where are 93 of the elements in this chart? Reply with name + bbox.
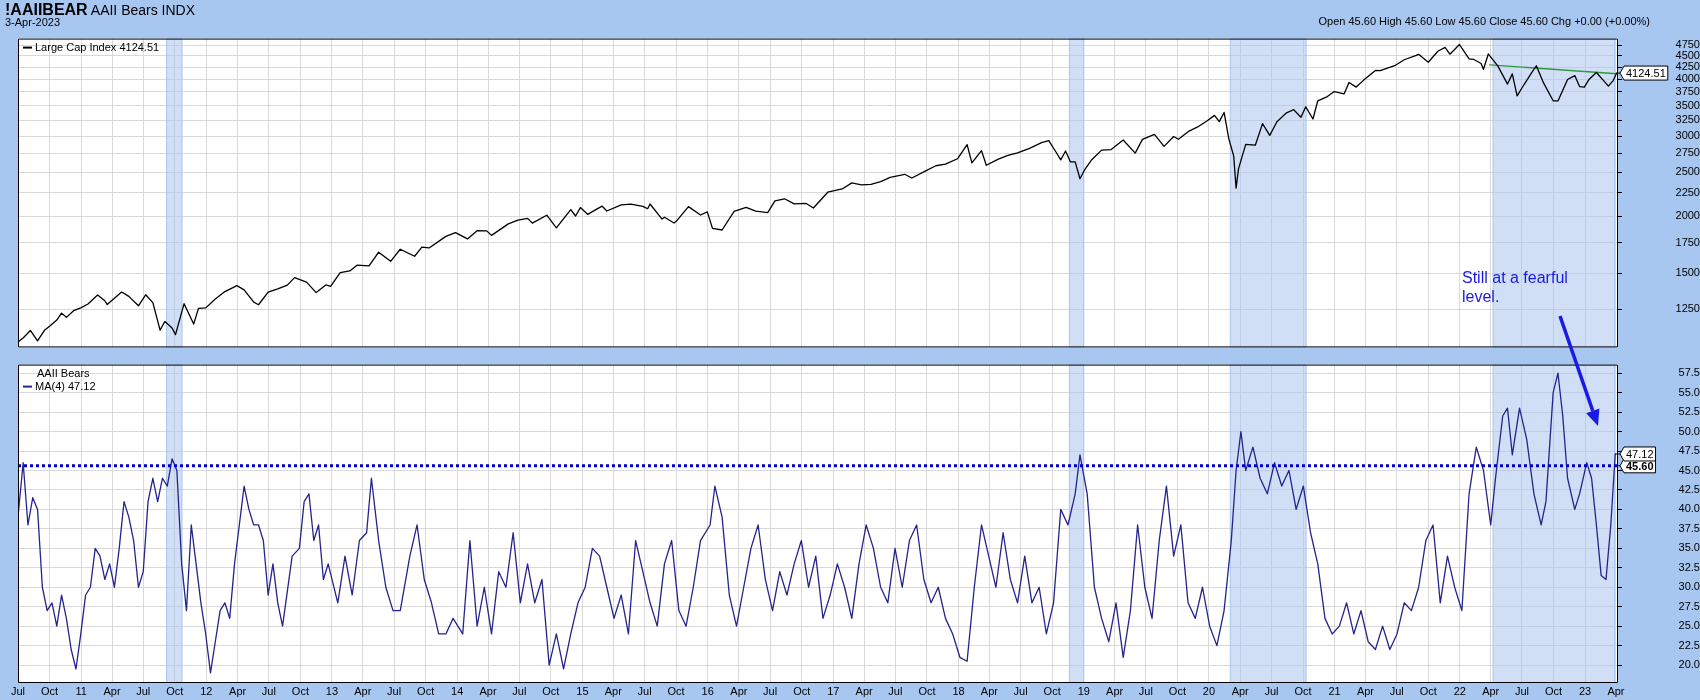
y-tick-label: 4750 xyxy=(1675,38,1700,51)
x-tick-label: Jul xyxy=(512,684,527,697)
x-tick-label: Apr xyxy=(479,684,497,697)
chart-title: !AAIIBEAR AAII Bears INDX xyxy=(5,1,196,18)
chart-subtitle: 3-Apr-2023 xyxy=(5,16,61,28)
annotation: Still at a fearful level. xyxy=(1462,268,1569,306)
x-tick-label: 17 xyxy=(827,684,840,697)
legend-title: AAII Bears xyxy=(37,366,91,379)
x-tick-label: 21 xyxy=(1328,684,1341,697)
x-tick-label: Oct xyxy=(291,684,309,697)
x-tick-label: Apr xyxy=(103,684,121,697)
x-tick-label: Jul xyxy=(763,684,778,697)
text: Open 45.60 High 45.60 Low 45.60 Close 45.60 Chg +0.00 (+0.00%) xyxy=(1318,15,1650,27)
x-tick-label: Jul xyxy=(1389,684,1404,697)
ref-line-label: 45.60 xyxy=(1626,459,1654,472)
x-tick-label: Oct xyxy=(417,684,435,697)
y-tick-label: 3500 xyxy=(1675,98,1700,111)
x-tick-label: Oct xyxy=(1043,684,1061,697)
annotation: 4124.51 xyxy=(1626,67,1666,80)
annotation: 47.12 xyxy=(1626,448,1654,460)
x-tick-label: Oct xyxy=(1168,684,1186,697)
x-tick-label: 14 xyxy=(451,684,464,697)
x-tick-label: 22 xyxy=(1453,684,1466,697)
x-tick-label: Apr xyxy=(1231,684,1250,697)
x-tick-label: Apr xyxy=(980,684,999,697)
y-tick-label: 52.5 xyxy=(1678,405,1700,418)
x-tick-label: 20 xyxy=(1202,684,1216,697)
y-tick-label: 3750 xyxy=(1675,84,1700,97)
y-tick-label: 32.5 xyxy=(1678,560,1700,573)
x-tick-label: Jul xyxy=(1138,684,1153,697)
x-tick-label: Oct xyxy=(1294,684,1312,697)
y-tick-label: 22.5 xyxy=(1678,638,1700,651)
x-tick-label: Oct xyxy=(41,684,59,697)
x-tick-label: 19 xyxy=(1077,684,1090,697)
x-tick-label: Apr xyxy=(604,684,623,697)
y-tick-label: 4000 xyxy=(1675,72,1700,85)
x-tick-label: Apr xyxy=(354,684,372,697)
x-tick-label: 11 xyxy=(75,684,87,697)
y-tick-label: 1250 xyxy=(1675,302,1700,315)
y-tick-label: 2000 xyxy=(1675,209,1700,222)
x-tick-label: 13 xyxy=(325,684,339,697)
y-tick-label: 3000 xyxy=(1675,129,1700,142)
y-tick-label: 2250 xyxy=(1675,185,1700,198)
y-tick-label: 42.5 xyxy=(1678,482,1700,495)
y-tick-label: 1500 xyxy=(1675,266,1700,279)
x-tick-label: Jul xyxy=(387,684,402,697)
legend-label: MA(4) 47.12 xyxy=(35,379,96,392)
x-tick-label: 23 xyxy=(1578,684,1592,697)
y-tick-label: 30.0 xyxy=(1678,580,1700,593)
x-tick-label: Oct xyxy=(667,684,685,697)
x-tick-label: Apr xyxy=(1607,684,1625,697)
y-tick-label: 4250 xyxy=(1675,60,1700,73)
y-tick-label: 25.0 xyxy=(1678,619,1700,632)
x-tick-label: 12 xyxy=(200,684,213,697)
y-tick-label: 40.0 xyxy=(1678,502,1700,515)
x-tick-label: Apr xyxy=(1356,684,1375,697)
y-tick-label: 2750 xyxy=(1675,146,1700,159)
x-tick-label: Apr xyxy=(1482,684,1500,697)
x-tick-label: Jul xyxy=(261,684,276,697)
x-tick-label: Oct xyxy=(793,684,811,697)
y-tick-label: 27.5 xyxy=(1678,599,1700,612)
x-tick-label: Apr xyxy=(229,684,247,697)
x-tick-label: Oct xyxy=(1544,684,1563,697)
x-tick-label: Apr xyxy=(1106,684,1124,697)
y-tick-label: 45.0 xyxy=(1678,463,1700,476)
x-tick-label: Oct xyxy=(542,684,560,697)
y-tick-label: 2500 xyxy=(1675,165,1700,178)
y-tick-label: 3250 xyxy=(1675,113,1700,126)
y-tick-label: 47.5 xyxy=(1678,444,1700,457)
x-tick-label: Jul xyxy=(10,684,26,697)
x-tick-label: Oct xyxy=(1419,684,1437,697)
x-tick-label: Jul xyxy=(888,684,903,697)
x-tick-label: Jul xyxy=(1013,684,1028,697)
x-tick-label: Jul xyxy=(136,684,151,697)
y-tick-label: 35.0 xyxy=(1678,541,1700,554)
y-tick-label: 1750 xyxy=(1675,235,1700,248)
x-tick-label: Jul xyxy=(1514,684,1529,697)
y-tick-label: 50.0 xyxy=(1678,424,1700,437)
x-tick-label: Jul xyxy=(1264,684,1279,697)
x-tick-label: Apr xyxy=(855,684,874,697)
x-tick-label: 18 xyxy=(952,684,965,697)
x-tick-label: 15 xyxy=(576,684,589,697)
y-tick-label: 57.5 xyxy=(1678,366,1700,379)
legend-label: Large Cap Index 4124.51 xyxy=(35,40,160,53)
x-tick-label: Apr xyxy=(730,684,748,697)
y-tick-label: 20.0 xyxy=(1678,658,1700,671)
x-tick-label: Oct xyxy=(166,684,184,697)
x-tick-label: Oct xyxy=(918,684,936,697)
y-tick-label: 55.0 xyxy=(1678,385,1700,398)
x-tick-label: Jul xyxy=(637,684,652,697)
y-tick-label: 37.5 xyxy=(1678,521,1700,534)
x-tick-label: 16 xyxy=(701,684,714,697)
y-tick-label: 4500 xyxy=(1675,48,1700,61)
